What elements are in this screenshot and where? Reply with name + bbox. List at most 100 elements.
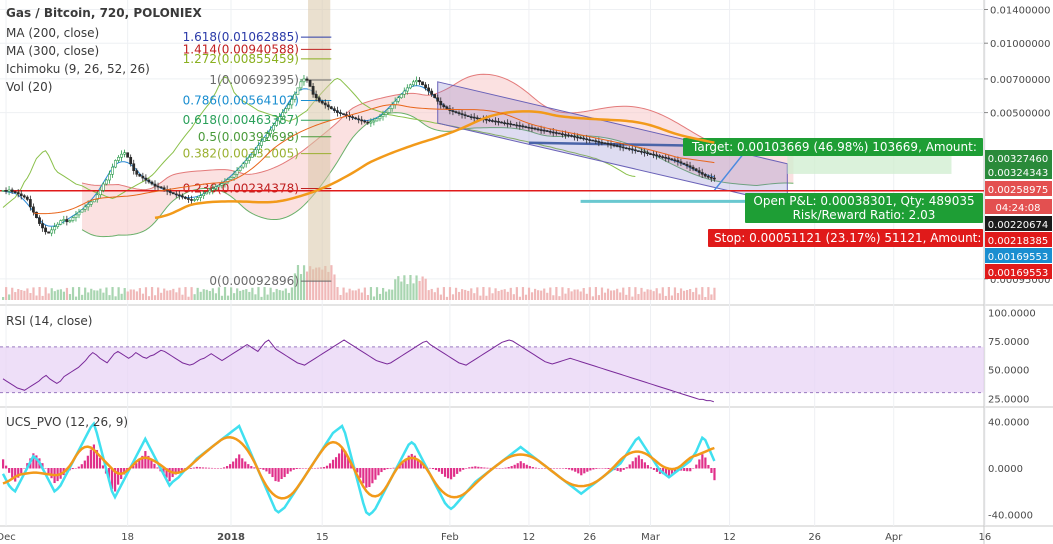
volume-bar-201 <box>613 290 616 300</box>
volume-bar-223 <box>679 288 683 300</box>
volume-bar-191 <box>582 288 585 300</box>
volume-bar-60 <box>184 287 187 300</box>
pvo-hist-54 <box>165 468 168 478</box>
volume-bar-31 <box>96 290 99 300</box>
pvo-hist-189 <box>574 468 577 472</box>
legend-ma300[interactable]: MA (300, close) <box>6 44 99 58</box>
volume-bar-43 <box>132 289 135 300</box>
candle-body-169 <box>515 124 519 127</box>
chart-title: Gas / Bitcoin, 720, POLONIEX <box>6 6 202 20</box>
volume-bar-98 <box>299 274 303 300</box>
candle-body-155 <box>472 116 476 119</box>
pvo-hist-1 <box>5 465 8 469</box>
volume-bar-181 <box>552 295 555 300</box>
pvo-title[interactable]: UCS_PVO (12, 26, 9) <box>6 415 128 429</box>
candle-body-37 <box>114 160 117 168</box>
volume-bar-69 <box>211 288 214 300</box>
volume-bar-118 <box>360 292 363 300</box>
time-tick-6: 26 <box>583 532 596 543</box>
volume-bar-64 <box>196 287 199 300</box>
pvo-hist-171 <box>519 461 522 469</box>
candle-body-216 <box>658 155 662 158</box>
candle-body-132 <box>402 90 406 95</box>
rsi-title[interactable]: RSI (14, close) <box>6 314 92 328</box>
candle-body-165 <box>503 122 507 125</box>
pvo-hist-108 <box>328 463 332 469</box>
candle-body-80 <box>244 160 248 165</box>
pvo-hist-214 <box>649 467 653 469</box>
volume-bar-209 <box>637 294 640 300</box>
pvo-hist-129 <box>392 467 395 469</box>
volume-bar-45 <box>138 288 141 300</box>
volume-bar-87 <box>266 294 269 300</box>
volume-bar-77 <box>236 288 239 300</box>
pvo-hist-212 <box>643 462 646 469</box>
pvo-hist-76 <box>232 461 235 469</box>
volume-bar-5 <box>17 289 20 300</box>
pvo-hist-190 <box>577 468 580 474</box>
pvo-hist-195 <box>592 468 595 470</box>
volume-bar-203 <box>619 292 622 300</box>
pvo-hist-55 <box>168 468 171 482</box>
volume-bar-48 <box>147 296 151 300</box>
price-axis[interactable]: 100.0000 75.0000 50.0000 25.0000 40.0000 0.00… <box>984 6 1050 522</box>
candle-body-206 <box>627 148 631 150</box>
candle-body-40 <box>123 152 127 155</box>
candle-body-122 <box>372 120 376 123</box>
volume-bar-13 <box>41 295 44 300</box>
volume-bar-32 <box>99 288 102 300</box>
candle-body-58 <box>177 194 181 197</box>
time-tick-0: Dec <box>0 532 16 543</box>
candle-body-137 <box>418 80 421 83</box>
candle-body-143 <box>436 97 440 102</box>
legend-ma200[interactable]: MA (200, close) <box>6 26 99 40</box>
volume-bar-139 <box>424 278 427 300</box>
candle-body-135 <box>411 81 415 86</box>
candle-body-60 <box>184 196 187 199</box>
pvo-hist-151 <box>459 468 462 472</box>
pvo-hist-149 <box>453 468 456 477</box>
candle-body-110 <box>335 110 339 113</box>
volume-bar-96 <box>293 273 297 300</box>
pvo-hist-164 <box>498 468 501 469</box>
pvo-hist-89 <box>271 468 274 478</box>
pvo-hist-121 <box>368 468 371 487</box>
price-tick-2: 0.00700000 <box>990 75 1050 86</box>
pvo-hist-47 <box>144 451 147 469</box>
volume-bar-157 <box>479 295 482 300</box>
fib-level-label-0: 1.618(0.01062885) <box>183 30 299 44</box>
volume-bar-227 <box>692 292 695 300</box>
volume-bar-29 <box>90 288 93 300</box>
volume-bar-52 <box>160 292 163 300</box>
candle-body-131 <box>399 94 403 99</box>
pvo-hist-86 <box>262 468 265 470</box>
volume-bar-106 <box>324 265 327 300</box>
candle-body-61 <box>187 198 190 200</box>
candle-body-104 <box>317 97 321 102</box>
candle-body-71 <box>217 184 221 188</box>
candle-body-100 <box>305 78 309 81</box>
candle-body-168 <box>512 123 516 126</box>
price-tag-2: 0.00258975 <box>988 185 1048 196</box>
volume-bar-182 <box>555 287 558 300</box>
long-position-tool[interactable]: Target: 0.00103669 (46.98%) 103669, Amou… <box>0 138 984 247</box>
legend-ichimoku[interactable]: Ichimoku (9, 26, 52, 26) <box>6 62 150 76</box>
volume-bar-62 <box>190 287 193 300</box>
legend-volume[interactable]: Vol (20) <box>6 80 52 94</box>
pvo-hist-35 <box>107 468 111 482</box>
pvo-hist-228 <box>692 468 695 469</box>
pvo-hist-90 <box>274 468 277 482</box>
candle-body-78 <box>238 166 242 171</box>
pvo-hist-218 <box>661 468 665 475</box>
candle-body-115 <box>351 116 355 119</box>
volume-bar-226 <box>689 289 692 300</box>
price-tag-bg-3 <box>985 199 1052 214</box>
candle-body-52 <box>159 186 163 189</box>
volume-bar-63 <box>193 294 196 300</box>
volume-bar-234 <box>713 287 716 300</box>
pvo-hist-181 <box>549 468 553 469</box>
time-axis[interactable]: Dec 18 2018 15 Feb 12 26 Mar 12 26 Apr 16 <box>0 532 991 543</box>
pvo-hist-100 <box>304 468 307 469</box>
candle-body-153 <box>466 115 470 117</box>
price-tick-3: 0.00500000 <box>990 109 1050 120</box>
